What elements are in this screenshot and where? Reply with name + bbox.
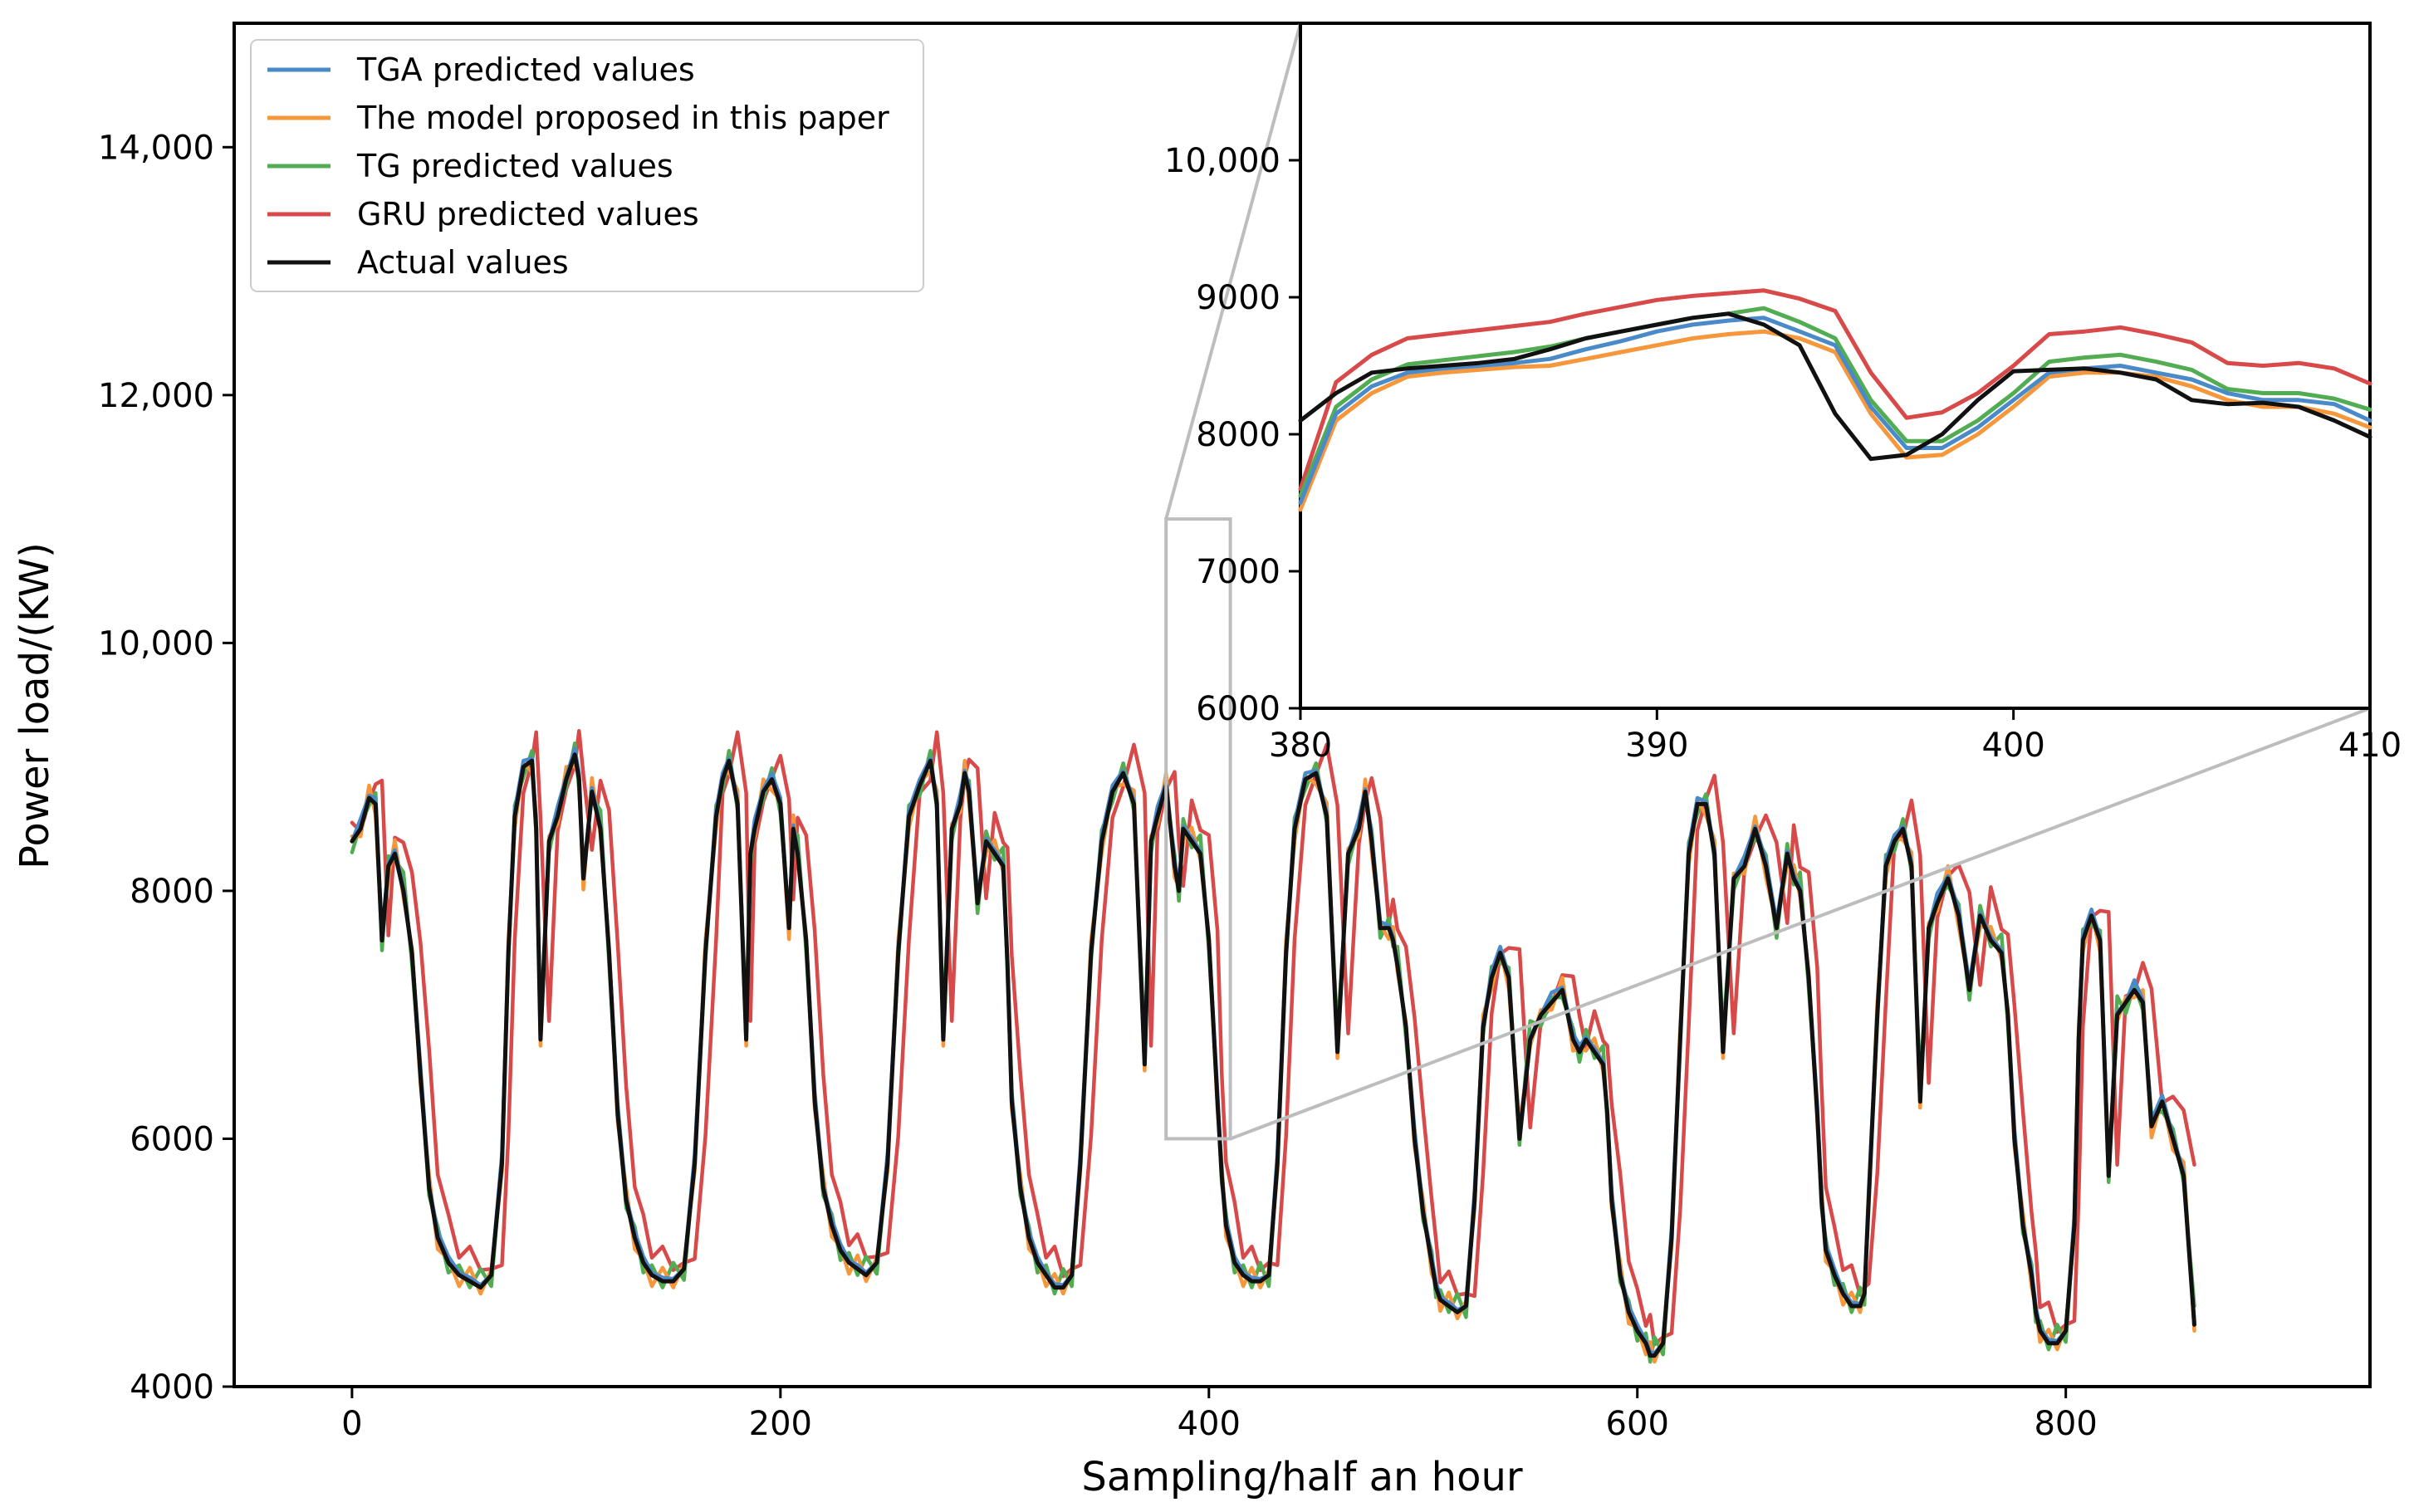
zoom-connector-line: [1229, 707, 2371, 1141]
zoom-connectors: [1164, 22, 2371, 1141]
legend-label: TGA predicted values: [356, 51, 695, 88]
main-series-lines: [350, 729, 2196, 1364]
inset-axis-ticks: 380 390 400 410 6000 7000 8000 9000 10,000: [1164, 142, 2402, 765]
inset-series-line-actual-values: [1298, 311, 2372, 462]
legend-box: [250, 39, 924, 292]
inset-y-tick-label: 10,000: [1164, 142, 1280, 180]
legend: TGA predicted values The model proposed i…: [250, 39, 924, 292]
inset-series-lines: [1298, 288, 2372, 512]
inset-y-tick-label: 9000: [1196, 279, 1280, 317]
y-tick-label: 10,000: [98, 624, 214, 663]
y-tick-label: 14,000: [98, 129, 214, 167]
y-tick-label: 4000: [130, 1368, 214, 1407]
inset-series-line-tga-predicted-values: [1298, 316, 2372, 505]
zoom-source-box: [1164, 517, 1232, 1141]
series-line-actual-values: [350, 752, 2196, 1358]
legend-items: TGA predicted values The model proposed i…: [267, 51, 889, 281]
y-tick-label: 8000: [130, 873, 214, 911]
inset-series-line-the-model-proposed-in-this-paper: [1298, 329, 2372, 512]
inset-x-tick-label: 410: [2338, 727, 2402, 765]
x-tick-label: 0: [341, 1405, 362, 1443]
x-tick-label: 600: [1606, 1405, 1669, 1443]
inset-series-line-tg-predicted-values: [1298, 306, 2372, 498]
inset-x-tick-label: 380: [1269, 727, 1332, 765]
legend-label: GRU predicted values: [357, 196, 699, 232]
inset-y-tick-label: 8000: [1196, 416, 1280, 454]
inset-y-tick-label: 7000: [1196, 553, 1280, 591]
inset-series-line-gru-predicted-values: [1298, 288, 2372, 492]
series-line-gru-predicted-values: [350, 729, 2196, 1347]
x-axis-title: Sampling/half an hour: [1081, 1454, 1522, 1500]
x-tick-label: 800: [2034, 1405, 2097, 1443]
inset-x-tick-label: 400: [1981, 727, 2044, 765]
inset-plot: 380 390 400 410 6000 7000 8000 9000 10,000: [1164, 22, 2402, 765]
inset-y-tick-label: 6000: [1196, 690, 1280, 728]
inset-x-tick-label: 390: [1625, 727, 1688, 765]
y-axis-title: Power load/(KW): [12, 542, 58, 869]
y-tick-label: 12,000: [98, 377, 214, 415]
y-tick-label: 6000: [130, 1120, 214, 1158]
zoom-connector-line: [1164, 22, 1302, 520]
legend-label: TG predicted values: [356, 148, 673, 184]
main-axis-ticks: 0 200 400 600 800 4000 6000 8000 10,000 12,000 14,…: [98, 129, 2098, 1443]
x-tick-label: 200: [749, 1405, 812, 1443]
legend-label: Actual values: [357, 244, 569, 281]
legend-label: The model proposed in this paper: [356, 100, 889, 136]
x-tick-label: 400: [1178, 1405, 1241, 1443]
